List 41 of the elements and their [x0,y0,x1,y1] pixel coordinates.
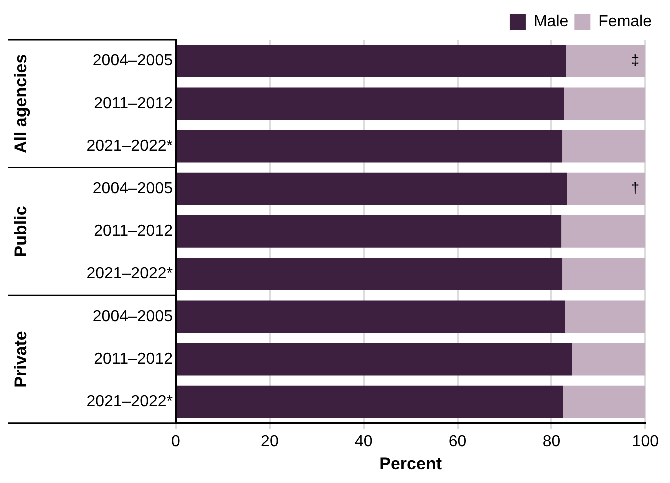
bar [564,88,646,120]
y-tick-label: 2021–2022* [86,138,173,155]
x-tick-label: 60 [448,433,467,450]
y-tick-label: 2011–2012 [94,95,174,112]
bar [567,172,646,206]
text: Private [12,331,31,388]
bar [566,45,646,78]
bar [177,216,562,248]
bar [563,386,646,418]
x-axis-title: Percent [380,454,442,474]
legend-label: Male [534,13,569,30]
bar [572,343,646,376]
text: All agencies [12,54,31,154]
data-label: † [631,180,640,198]
bar [177,172,568,206]
x-tick-label: 80 [542,433,561,450]
y-tick-label: 2011–2012 [94,350,174,368]
y-tick-label: 2004–2005 [92,308,174,326]
bar [177,300,566,334]
bar [177,88,564,120]
bar [177,343,572,376]
x-tick-label: 0 [172,433,181,450]
y-tick-label: 2004–2005 [92,52,174,70]
bar [177,386,564,418]
x-tick-label: 20 [261,433,279,450]
y-tick-label: 2021–2022* [86,394,173,411]
x-tick-label: 100 [632,433,660,450]
bar [177,258,563,290]
data-label: ‡ [631,52,640,70]
bar [562,258,646,290]
bar [177,130,563,163]
legend-label: Female [598,13,652,30]
bar [177,45,566,78]
bar [562,130,646,163]
y-tick-label: 2011–2012 [94,223,174,240]
y-tick-label: 2021–2022* [86,266,173,283]
x-tick-label: 40 [354,433,373,450]
y-tick-label: 2004–2005 [92,180,174,198]
bar [562,216,646,248]
bar [565,300,646,334]
text: Public [12,206,31,258]
